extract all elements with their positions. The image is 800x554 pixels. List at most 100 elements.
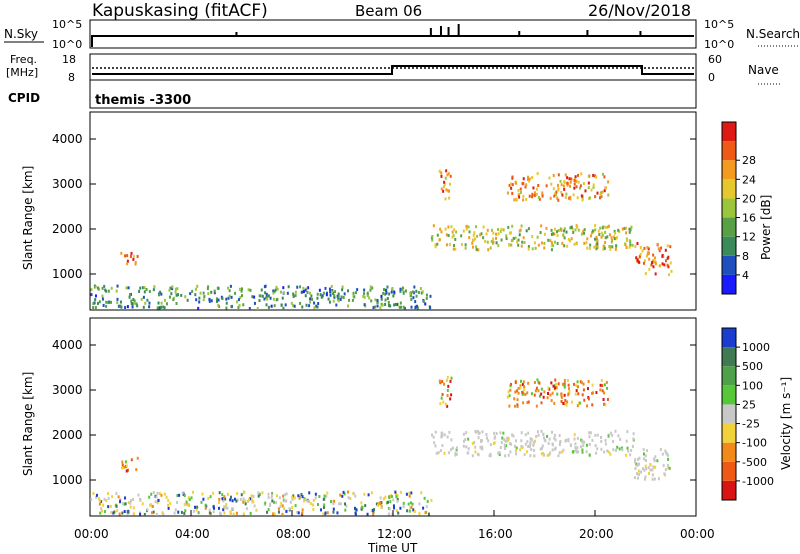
data-cell — [98, 497, 101, 501]
data-cell — [604, 225, 607, 229]
data-cell — [399, 301, 402, 305]
colorbar-frame — [721, 121, 737, 295]
data-cell — [444, 402, 447, 406]
data-cell — [443, 451, 446, 455]
data-cell — [233, 497, 236, 501]
colorbar-tick-label: 12 — [742, 231, 756, 244]
data-cell — [247, 499, 250, 503]
freq-label-2: [MHz] — [6, 66, 38, 79]
data-cell — [585, 241, 588, 245]
data-cell — [570, 177, 573, 181]
data-cell — [223, 495, 226, 499]
data-cell — [109, 504, 112, 508]
power-cbar-label: Power [dB] — [759, 195, 773, 260]
nsky-tick-bottom-right: 10^0 — [704, 38, 734, 51]
data-cell — [174, 290, 177, 294]
data-cell — [96, 301, 99, 305]
velocity-panel-frame — [89, 317, 697, 517]
data-cell — [354, 512, 357, 516]
data-cell — [507, 225, 510, 229]
data-cell — [374, 305, 377, 309]
data-cell — [602, 244, 605, 248]
data-cell — [384, 302, 387, 306]
data-cell — [595, 243, 598, 247]
data-cell — [596, 242, 599, 246]
data-cell — [352, 492, 355, 496]
data-cell — [602, 247, 605, 251]
data-cell — [661, 262, 664, 266]
data-cell — [258, 294, 261, 298]
data-cell — [670, 269, 673, 273]
data-cell — [152, 288, 155, 292]
data-cell — [666, 263, 669, 267]
data-cell — [563, 236, 566, 240]
data-cell — [334, 290, 337, 294]
data-cell — [563, 227, 566, 231]
colorbar-segment — [722, 404, 736, 424]
data-cell — [364, 504, 367, 508]
data-cell — [446, 394, 449, 398]
data-cell — [603, 402, 606, 406]
data-cell — [524, 392, 527, 396]
data-cell — [449, 174, 452, 178]
data-cell — [266, 510, 269, 514]
data-cell — [277, 507, 280, 511]
data-cell — [424, 302, 427, 306]
data-cell — [177, 510, 180, 514]
data-cell — [184, 295, 187, 299]
data-cell — [643, 259, 646, 263]
data-cell — [194, 293, 197, 297]
data-cell — [568, 196, 571, 200]
data-cell — [669, 261, 672, 265]
data-cell — [323, 503, 326, 507]
data-cell — [666, 463, 669, 467]
data-cell — [375, 502, 378, 506]
data-cell — [173, 511, 176, 515]
data-cell — [444, 227, 447, 231]
data-cell — [641, 467, 644, 471]
data-cell — [224, 497, 227, 501]
data-cell — [581, 448, 584, 452]
data-cell — [201, 492, 204, 496]
data-cell — [237, 305, 240, 309]
data-cell — [280, 501, 283, 505]
data-cell — [609, 244, 612, 248]
data-cell — [594, 237, 597, 241]
data-cell — [545, 184, 548, 188]
nave-tick-bottom: 0 — [708, 71, 715, 84]
data-cell — [574, 442, 577, 446]
data-cell — [129, 255, 132, 259]
data-cell — [117, 495, 120, 499]
data-cell — [300, 492, 303, 496]
colorbar-segment — [722, 160, 736, 180]
data-cell — [312, 503, 315, 507]
data-cell — [560, 395, 563, 399]
data-cell — [447, 384, 450, 388]
data-cell — [599, 226, 602, 230]
data-cell — [540, 387, 543, 391]
data-cell — [325, 291, 328, 295]
data-cell — [506, 395, 509, 399]
data-cell — [208, 298, 211, 302]
data-cell — [169, 501, 172, 505]
data-cell — [511, 191, 514, 195]
data-cell — [227, 286, 230, 290]
data-cell — [448, 196, 451, 200]
data-cell — [652, 259, 655, 263]
data-cell — [385, 291, 388, 295]
data-cell — [157, 301, 160, 305]
data-cell — [508, 231, 511, 235]
data-cell — [202, 298, 205, 302]
data-cell — [90, 293, 93, 297]
data-cell — [169, 286, 172, 290]
nsearch-label: N.Search — [746, 27, 800, 41]
data-cell — [664, 248, 667, 252]
data-cell — [132, 497, 135, 501]
data-cell — [566, 400, 569, 404]
data-cell — [568, 239, 571, 243]
data-cell — [215, 297, 218, 301]
data-cell — [517, 243, 520, 247]
data-cell — [264, 291, 267, 295]
data-cell — [593, 245, 596, 249]
